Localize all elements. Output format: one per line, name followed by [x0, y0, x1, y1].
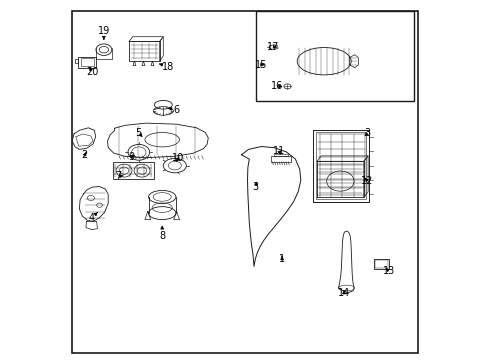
Bar: [256, 11, 414, 101]
Text: 14: 14: [338, 288, 350, 298]
Text: 3: 3: [253, 182, 259, 192]
Text: 20: 20: [86, 67, 98, 77]
Text: 17: 17: [267, 42, 279, 52]
Text: 12: 12: [361, 176, 373, 186]
Text: 9: 9: [128, 152, 135, 162]
Text: 4: 4: [89, 213, 95, 223]
Text: 2: 2: [82, 150, 88, 160]
Text: 13: 13: [383, 266, 395, 276]
Text: 19: 19: [98, 26, 110, 36]
Bar: [129, 41, 160, 61]
Text: 11: 11: [273, 146, 285, 156]
Bar: [274, 154, 288, 156]
Text: 7: 7: [115, 171, 122, 181]
Bar: [375, 260, 388, 268]
Text: 16: 16: [271, 81, 284, 91]
Text: 3: 3: [365, 128, 370, 138]
Text: 1: 1: [279, 254, 285, 264]
Text: 15: 15: [255, 60, 268, 70]
Bar: [113, 162, 154, 179]
Bar: [316, 132, 367, 199]
Text: 10: 10: [172, 153, 185, 163]
Bar: [78, 57, 97, 68]
Bar: [271, 156, 291, 162]
Text: 18: 18: [162, 62, 174, 72]
Bar: [374, 259, 389, 269]
Bar: [81, 58, 94, 66]
Text: 6: 6: [173, 105, 180, 115]
Text: 5: 5: [136, 128, 142, 138]
Text: 8: 8: [159, 231, 165, 241]
